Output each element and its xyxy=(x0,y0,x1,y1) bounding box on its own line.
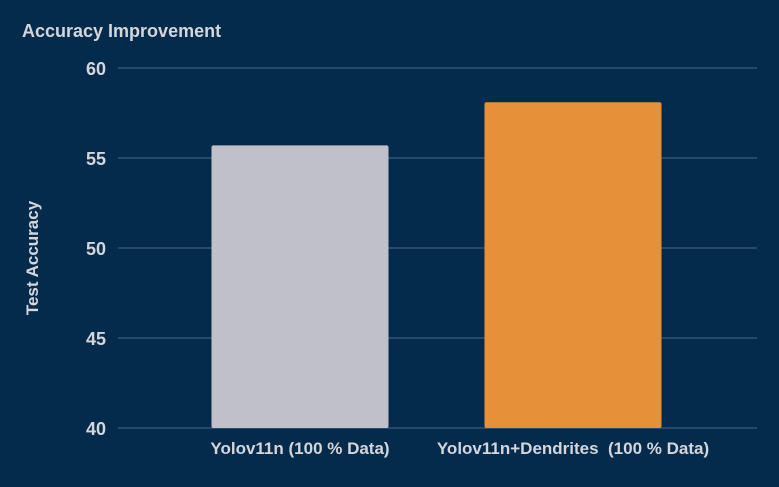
bar xyxy=(211,145,389,428)
y-tick-label: 50 xyxy=(86,239,106,259)
y-tick-label: 45 xyxy=(86,329,106,349)
y-tick-label: 60 xyxy=(86,59,106,79)
chart-title: Accuracy Improvement xyxy=(22,21,221,41)
y-tick-label: 40 xyxy=(86,419,106,439)
y-axis-label: Test Accuracy xyxy=(23,200,42,315)
x-tick-label: Yolov11n+Dendrites (100 % Data) xyxy=(437,439,709,458)
bar xyxy=(484,102,662,428)
y-tick-label: 55 xyxy=(86,149,106,169)
x-tick-label: Yolov11n (100 % Data) xyxy=(210,439,389,458)
